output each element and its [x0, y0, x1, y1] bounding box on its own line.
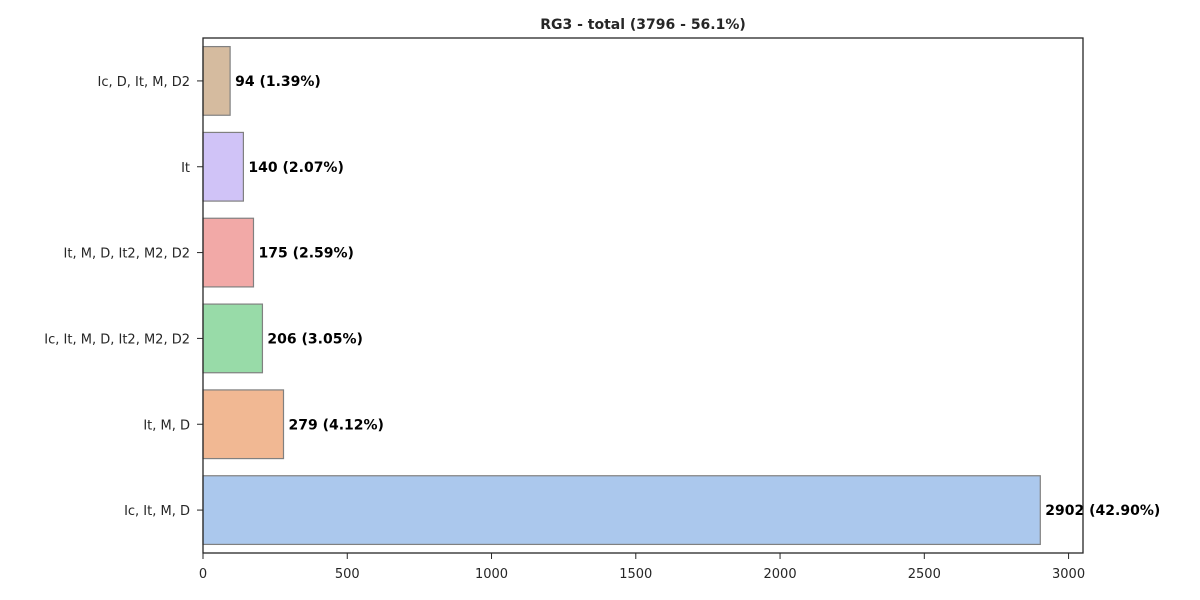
bar-4 [202, 389, 285, 460]
bars-group [202, 45, 1041, 546]
x-tick-label-1: 500 [335, 567, 360, 582]
y-tick-label-4: It, M, D [143, 418, 190, 433]
chart-title: RG3 - total (3796 - 56.1%) [540, 17, 746, 33]
bar-2 [202, 217, 255, 288]
data-label-3: 206 (3.05%) [267, 331, 362, 347]
y-tick-labels: Ic, D, It, M, D2 It It, M, D, It2, M2, D2 I… [44, 75, 203, 519]
bar-5 [202, 475, 1041, 546]
x-tick-label-6: 3000 [1052, 567, 1085, 582]
y-tick-label-1: It [181, 161, 190, 176]
x-axis: 0 500 1000 1500 2000 2500 3000 [199, 553, 1085, 582]
data-label-2: 175 (2.59%) [258, 246, 353, 262]
data-label-4: 279 (4.12%) [288, 417, 383, 433]
bar-0 [202, 45, 231, 116]
x-tick-label-0: 0 [199, 567, 207, 582]
bar-3 [202, 303, 264, 374]
x-tick-label-3: 1500 [619, 567, 652, 582]
y-tick-label-2: It, M, D, It2, M2, D2 [64, 247, 190, 262]
data-labels: 94 (1.39%) 140 (2.07%) 175 (2.59%) 206 (3.0… [235, 74, 1160, 519]
x-tick-label-2: 1000 [475, 567, 508, 582]
x-tick-label-5: 2500 [908, 567, 941, 582]
data-label-1: 140 (2.07%) [248, 160, 343, 176]
x-tick-label-4: 2000 [764, 567, 797, 582]
y-tick-label-3: Ic, It, M, D, It2, M2, D2 [44, 332, 190, 347]
data-label-0: 94 (1.39%) [235, 74, 321, 90]
y-tick-label-5: Ic, It, M, D [124, 504, 190, 519]
bar-1 [202, 131, 244, 202]
y-tick-label-0: Ic, D, It, M, D2 [98, 75, 190, 90]
plot-frame [202, 37, 1084, 554]
data-label-5: 2902 (42.90%) [1045, 503, 1160, 519]
